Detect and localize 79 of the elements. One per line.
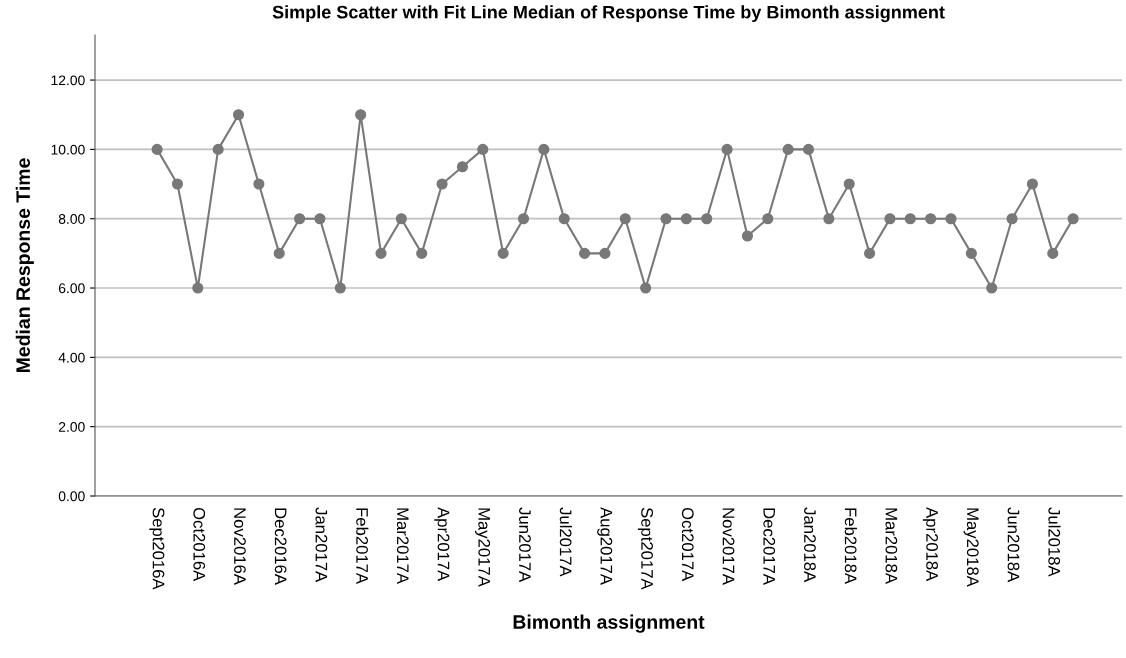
- point: [904, 213, 916, 225]
- point: [1047, 247, 1059, 259]
- y-tick-label: 4.00: [58, 352, 85, 363]
- point: [334, 282, 346, 294]
- point: [986, 282, 998, 294]
- x-tick-label: Jan2017A: [315, 507, 328, 583]
- y-tick-label: 0.00: [58, 491, 85, 502]
- point: [599, 247, 611, 259]
- x-tick-label: Feb2017A: [356, 508, 369, 584]
- x-tick-label: Jul2017A: [559, 507, 572, 577]
- point: [192, 282, 204, 294]
- x-tick-label: Dec2016A: [274, 508, 287, 585]
- point: [517, 213, 530, 225]
- point: [660, 213, 672, 225]
- y-tick-label: 6.00: [58, 283, 85, 294]
- x-tick-label: Feb2018A: [844, 508, 857, 584]
- point: [375, 247, 387, 259]
- point: [1006, 213, 1018, 225]
- point: [456, 161, 468, 173]
- point: [355, 109, 367, 121]
- y-tick-label: 12.00: [51, 75, 85, 86]
- point: [477, 143, 489, 155]
- point: [741, 230, 753, 242]
- x-tick-label: Oct2016A: [193, 507, 206, 582]
- point: [925, 213, 937, 225]
- y-tick-label: 2.00: [58, 422, 85, 432]
- point: [416, 247, 428, 259]
- point: [782, 143, 794, 155]
- x-tick-label: Nov2016A: [234, 508, 246, 585]
- x-tick-label: Apr2017A: [434, 507, 450, 582]
- x-tick-label: Jan2018A: [804, 507, 816, 583]
- x-tick-label: Oct2017A: [681, 507, 694, 582]
- x-tick-label: Jun2017A: [519, 507, 531, 583]
- point: [497, 247, 509, 259]
- x-tick-label: Mar2018A: [885, 508, 898, 584]
- point: [884, 213, 896, 225]
- point: [558, 213, 570, 225]
- point: [945, 213, 957, 225]
- x-tick-label: Apr2018A: [922, 507, 938, 582]
- point: [762, 213, 774, 225]
- y-axis-title: Median Response Time: [15, 158, 34, 373]
- x-tick-label: Jun2018A: [1007, 507, 1020, 583]
- point: [273, 247, 285, 259]
- y-tick-label: 10.00: [51, 144, 85, 155]
- point: [151, 143, 163, 155]
- point: [232, 109, 245, 121]
- point: [1026, 178, 1038, 190]
- point: [864, 247, 876, 259]
- point: [1067, 213, 1079, 225]
- point: [395, 213, 407, 225]
- x-tick-label: Dec2017A: [763, 508, 776, 585]
- point: [965, 247, 977, 259]
- point: [579, 247, 591, 259]
- x-tick-label: Aug2017A: [597, 507, 613, 585]
- point: [538, 143, 550, 155]
- point: [802, 143, 815, 155]
- x-tick-label: May2018A: [963, 508, 979, 587]
- point: [212, 143, 224, 155]
- x-tick-label: Jul2018A: [1048, 507, 1061, 577]
- point: [721, 143, 733, 155]
- point: [619, 213, 631, 225]
- x-tick-label: Mar2017A: [396, 508, 409, 584]
- x-tick-label: Sept2016A: [149, 507, 165, 590]
- point: [701, 213, 713, 225]
- x-tick-label: Sept2017A: [637, 507, 653, 590]
- x-axis-title: Bimonth assignment: [513, 614, 705, 633]
- chart-title: Simple Scatter with Fit Line Median of Response Time by Bimonth assignment: [272, 5, 945, 23]
- point: [436, 178, 448, 190]
- point: [843, 178, 855, 190]
- point: [680, 213, 692, 225]
- point: [314, 213, 326, 225]
- point: [171, 178, 184, 190]
- point: [253, 178, 265, 190]
- y-tick-label: 8.00: [58, 214, 85, 224]
- point: [640, 282, 652, 294]
- point: [823, 213, 835, 225]
- point: [294, 213, 306, 225]
- x-tick-label: May2017A: [475, 508, 491, 587]
- x-tick-label: Nov2017A: [722, 508, 735, 585]
